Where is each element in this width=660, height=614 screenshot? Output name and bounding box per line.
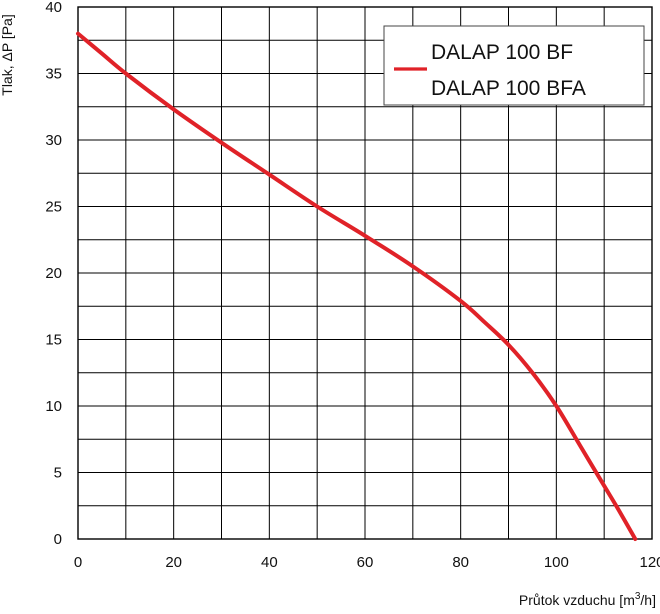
x-tick-label: 60	[357, 554, 374, 571]
legend-label-line2: DALAP 100 BFA	[431, 77, 586, 100]
series-line	[76, 31, 638, 541]
plot-frame	[77, 6, 653, 540]
x-tick-label: 100	[544, 554, 569, 571]
x-tick-label: 40	[261, 554, 278, 571]
y-tick-label: 25	[45, 199, 62, 216]
x-axis-label: Průtok vzduchu [m3/h]	[519, 591, 656, 608]
y-tick-labels: 0 5 10 15 20 25 30 35 40	[45, 0, 62, 548]
x-tick-labels: 0 20 40 60 80 100 120	[74, 554, 660, 571]
x-axis-label-sup: 3	[635, 591, 641, 602]
y-tick-label: 30	[45, 132, 62, 149]
x-tick-label: 120	[639, 554, 660, 571]
y-tick-label: 15	[45, 332, 62, 349]
x-tick-label: 20	[165, 554, 182, 571]
y-tick-label: 5	[54, 465, 62, 482]
series-layer	[76, 31, 638, 541]
y-tick-label: 35	[45, 66, 62, 83]
y-tick-label: 20	[45, 265, 62, 282]
x-tick-label: 80	[452, 554, 469, 571]
x-axis-label-prefix: Průtok vzduchu [m	[519, 592, 635, 608]
x-axis-label-suffix: /h]	[640, 592, 656, 608]
legend-box	[383, 25, 645, 106]
y-tick-label: 10	[45, 398, 62, 415]
y-tick-label: 0	[54, 531, 62, 548]
legend: DALAP 100 BF DALAP 100 BFA	[383, 25, 645, 106]
x-tick-label: 0	[74, 554, 82, 571]
y-tick-label: 40	[45, 0, 62, 16]
legend-label-line1: DALAP 100 BF	[431, 41, 573, 64]
y-axis-label: Tlak, ΔP [Pa]	[0, 14, 15, 95]
